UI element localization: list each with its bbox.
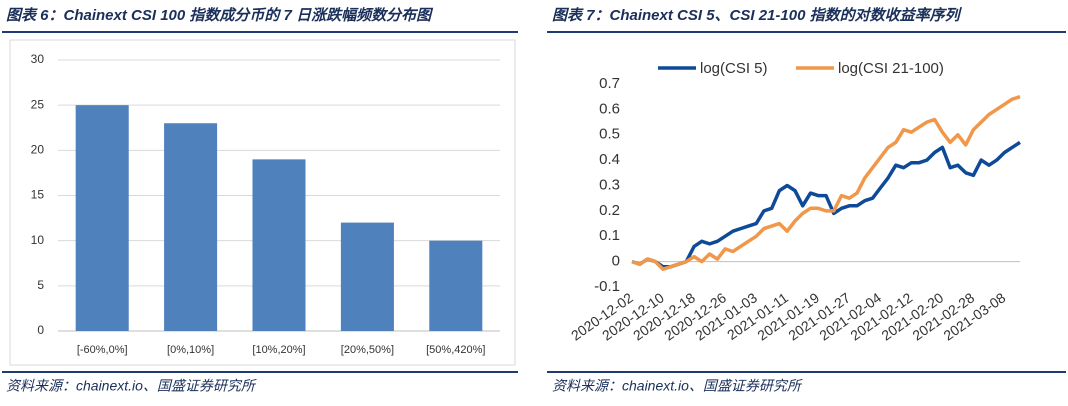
y-tick-label: 20 <box>31 143 45 157</box>
series-line <box>631 95 1021 271</box>
y-tick-label: 0.1 <box>599 227 620 244</box>
y-tick-label: 0.6 <box>599 100 620 117</box>
x-tick-label: [50%,420%] <box>426 344 485 356</box>
y-tick-label: 0.3 <box>599 176 620 193</box>
y-tick-label: 10 <box>31 233 45 247</box>
x-tick-label: [10%,20%] <box>252 344 305 356</box>
y-tick-label: 0 <box>612 253 620 270</box>
legend-label: log(CSI 21-100) <box>838 60 944 77</box>
y-tick-label: 5 <box>37 278 44 292</box>
x-tick-label: [20%,50%] <box>341 344 394 356</box>
bar <box>340 222 394 331</box>
y-tick-label: 25 <box>31 97 45 111</box>
y-tick-label: -0.1 <box>594 278 620 295</box>
legend-label: log(CSI 5) <box>700 60 768 77</box>
y-tick-label: 0.4 <box>599 151 620 168</box>
chart-title: 图表 7：Chainext CSI 5、CSI 21-100 指数的对数收益率序… <box>552 6 963 24</box>
x-tick-label: [-60%,0%] <box>77 344 128 356</box>
y-tick-label: 15 <box>31 188 45 202</box>
bar <box>164 123 218 331</box>
y-tick-label: 30 <box>31 52 45 66</box>
chart-title: 图表 6：Chainext CSI 100 指数成分币的 7 日涨跌幅频数分布图 <box>6 7 434 24</box>
series-line <box>631 140 1021 269</box>
y-tick-label: 0.2 <box>599 202 620 219</box>
bar <box>75 105 129 332</box>
y-tick-label: 0 <box>37 323 44 337</box>
bar <box>429 240 483 331</box>
x-tick-label: [0%,10%] <box>167 344 214 356</box>
source-note: 资料来源：chainext.io、国盛证券研究所 <box>552 378 803 394</box>
chart-frame <box>9 39 516 366</box>
source-note: 资料来源：chainext.io、国盛证券研究所 <box>6 378 257 394</box>
y-tick-label: 0.5 <box>599 126 620 143</box>
y-tick-label: 0.7 <box>599 75 620 92</box>
bar <box>252 159 306 331</box>
